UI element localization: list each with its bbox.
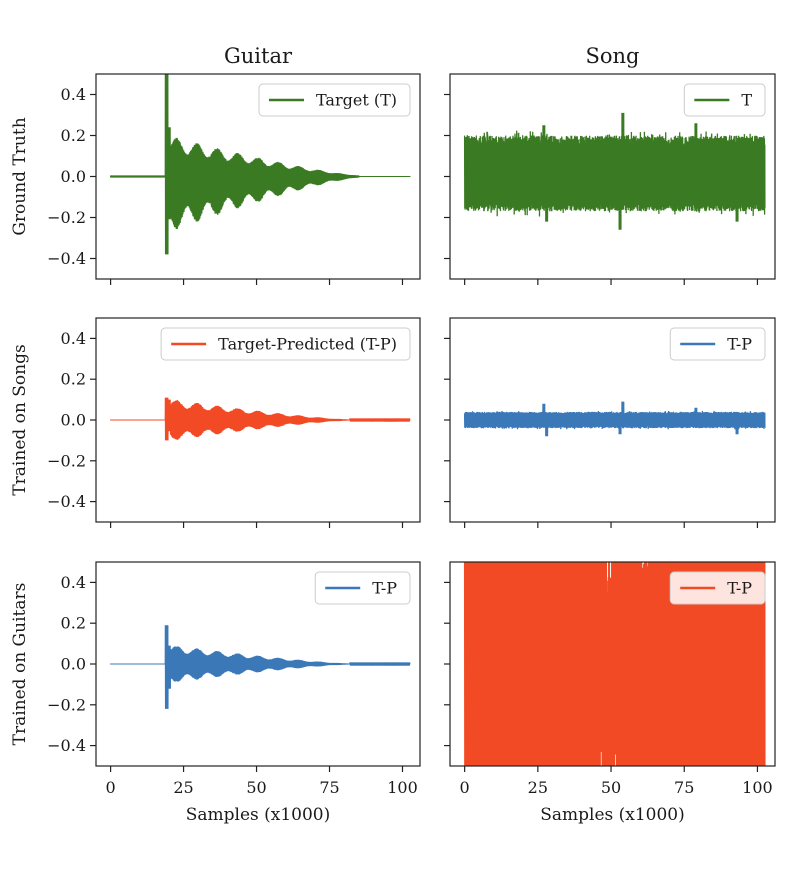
panel-song-ground-truth: T [444, 73, 776, 285]
legend-box [258, 83, 411, 117]
legend-label: Target (T) [316, 91, 397, 110]
legend-label: T-P [727, 335, 752, 354]
legend-label: T-P [372, 579, 397, 598]
x-tick-label: 100 [387, 778, 418, 797]
legend: T-P [314, 571, 411, 605]
y-tick-label: −0.2 [47, 451, 86, 470]
series-line [463, 401, 766, 437]
legend-box [669, 571, 766, 605]
y-tick-label: 0.2 [61, 126, 86, 145]
y-tick-label: 0.4 [61, 573, 86, 592]
legend-box [669, 327, 766, 361]
x-tick-label: 75 [674, 778, 694, 797]
row-label: Trained on Songs [10, 344, 30, 495]
x-tick-label: 25 [528, 778, 548, 797]
panel-guitar-ground-truth: −0.4 −0.2 0.0 0.2 0.4 Target (T) [47, 73, 421, 285]
series-line [463, 112, 766, 230]
y-tick-label: −0.2 [47, 208, 86, 227]
series-line [109, 625, 411, 709]
x-tick-label: 100 [742, 778, 773, 797]
y-tick-label: −0.4 [47, 249, 86, 268]
x-tick-label: 50 [601, 778, 621, 797]
legend-label: T [741, 91, 752, 110]
x-axis-label: Samples (x1000) [186, 805, 331, 825]
x-tick-label: 50 [246, 778, 266, 797]
panel-guitar-trained-on-songs: −0.4 −0.2 0.0 0.2 0.4 Target-Predicted (T-P) [47, 317, 421, 528]
y-tick-label: −0.2 [47, 695, 86, 714]
y-tick-label: −0.4 [47, 736, 86, 755]
legend: Target (T) [258, 83, 411, 117]
series-line [109, 74, 411, 255]
y-tick-label: 0.2 [61, 614, 86, 633]
legend: T-P [669, 571, 766, 605]
row-label: Ground Truth [10, 117, 30, 235]
legend-box [314, 571, 411, 605]
legend-label: T-P [727, 579, 752, 598]
panel-song-trained-on-guitars: 0 25 50 75 100 T-P [444, 561, 776, 797]
row-label: Trained on Guitars [10, 583, 30, 746]
series-line [109, 397, 411, 441]
x-tick-label: 0 [460, 778, 470, 797]
panel-guitar-trained-on-guitars: −0.4 −0.2 0.0 0.2 0.4 0 25 50 75 100 T-P [47, 561, 421, 797]
legend-label: Target-Predicted (T-P) [218, 335, 397, 354]
series-line [463, 562, 766, 766]
x-tick-label: 0 [106, 778, 116, 797]
y-tick-label: −0.4 [47, 492, 86, 511]
legend-box [160, 327, 411, 361]
legend: T [683, 83, 766, 117]
panel-song-trained-on-songs: T-P [444, 317, 776, 528]
y-tick-label: 0.0 [61, 167, 86, 186]
y-tick-label: 0.0 [61, 655, 86, 674]
x-tick-label: 75 [319, 778, 339, 797]
legend: T-P [669, 327, 766, 361]
legend: Target-Predicted (T-P) [160, 327, 411, 361]
column-title: Guitar [224, 44, 293, 68]
y-tick-label: 0.4 [61, 85, 86, 104]
column-title: Song [586, 44, 640, 68]
y-tick-label: 0.4 [61, 329, 86, 348]
y-tick-label: 0.2 [61, 370, 86, 389]
x-tick-label: 25 [173, 778, 193, 797]
y-tick-label: 0.0 [61, 411, 86, 430]
x-axis-label: Samples (x1000) [540, 805, 685, 825]
